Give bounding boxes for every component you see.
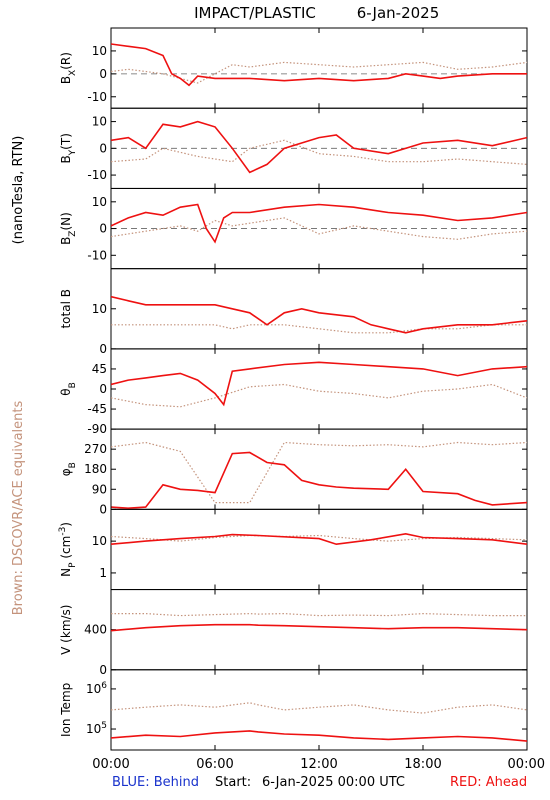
series-ahead-theta <box>111 361 527 407</box>
y-axis-label-v: V (km/s) <box>59 605 73 655</box>
panel-bx: 10 0 -10 BX(R) <box>59 27 528 109</box>
panel-theta: 45 0 -45 -90 θB <box>59 348 528 436</box>
y-axis-label-np: NP (cm-3) <box>58 522 78 577</box>
footer-start-label: Start: <box>215 775 251 790</box>
y-tick-label: 45 <box>92 362 107 376</box>
series-ahead-btot <box>111 295 527 334</box>
series-ahead-v <box>111 623 527 632</box>
y-tick-label: 180 <box>84 462 107 476</box>
y-tick-label: 0 <box>99 222 107 236</box>
y-tick-label: -45 <box>87 402 107 416</box>
series-ahead-bz <box>111 203 527 244</box>
legend-behind: BLUE: Behind <box>112 775 199 790</box>
panel-frame <box>110 669 528 751</box>
y-tick-label: 0 <box>99 141 107 155</box>
series-brown-by <box>111 139 527 165</box>
x-tick-label: 00:00 <box>508 757 545 772</box>
mag-units-label: (nanoTesla, RTN) <box>11 136 26 245</box>
x-tick-label: 00:00 <box>92 757 129 772</box>
y-axis-label-by: BY(T) <box>59 133 78 163</box>
series-brown-np <box>111 534 527 542</box>
series-brown-phi <box>111 441 527 504</box>
panel-frame <box>110 348 528 430</box>
series-brown-btot <box>111 324 527 334</box>
series-brown-theta <box>111 383 527 408</box>
x-tick-label: 12:00 <box>300 757 337 772</box>
y-tick-label: 105 <box>86 721 107 736</box>
y-tick-label: 270 <box>84 442 107 456</box>
y-axis-label-bz: BZ(N) <box>59 212 78 245</box>
panel-frame <box>110 428 528 510</box>
series-brown-v <box>111 612 527 617</box>
x-tick-label: 06:00 <box>196 757 233 772</box>
series-ahead-np <box>111 532 527 546</box>
chart-title: IMPACT/PLASTIC <box>194 4 316 22</box>
y-tick-label: 1 <box>99 566 107 580</box>
y-tick-label: -10 <box>87 248 107 262</box>
chart-date: 6-Jan-2025 <box>357 4 440 22</box>
series-ahead-by <box>111 120 527 174</box>
panel-frame <box>110 27 528 109</box>
y-tick-label: 106 <box>86 681 107 696</box>
panel-frame <box>110 268 528 350</box>
y-tick-label: 10 <box>92 534 107 548</box>
panel-phi: 270 180 90 0 φB <box>59 428 528 516</box>
series-brown-bz <box>111 217 527 240</box>
panel-frame <box>110 589 528 671</box>
y-tick-label: 10 <box>92 302 107 316</box>
y-tick-label: 400 <box>84 623 107 637</box>
y-tick-label: 90 <box>92 482 107 496</box>
series-brown-bx <box>111 61 527 84</box>
y-tick-label: 0 <box>99 342 107 356</box>
y-axis-label-phi: φB <box>59 462 78 476</box>
y-tick-label: 0 <box>99 502 107 516</box>
panel-group: 100-10BX(R)100-10BY(T)100-10BZ(N)100tota… <box>58 27 528 751</box>
y-tick-label: 10 <box>92 44 107 58</box>
y-tick-label: -90 <box>87 422 107 436</box>
y-axis-label-btot: total B <box>59 289 73 329</box>
series-ahead-temp <box>111 730 527 742</box>
panel-v: 400 0 V (km/s) <box>59 589 528 677</box>
y-axis-label-theta: θB <box>59 382 78 396</box>
series-brown-temp <box>111 702 527 714</box>
y-tick-label: 10 <box>92 115 107 129</box>
y-tick-label: 0 <box>99 382 107 396</box>
y-tick-label: 10 <box>92 195 107 209</box>
series-ahead-bx <box>111 43 527 87</box>
panel-btot: 10 0 total B <box>59 268 528 356</box>
x-tick-labels: 00:00 06:00 12:00 18:00 00:00 <box>92 757 545 772</box>
panel-bz: 10 0 -10 BZ(N) <box>59 187 528 270</box>
panel-frame <box>110 508 528 591</box>
y-axis-label-bx: BX(R) <box>59 52 78 84</box>
panel-by: 10 0 -10 BY(T) <box>59 107 528 189</box>
panel-temp: 106 105 Ion Temp <box>59 669 528 751</box>
series-ahead-phi <box>111 451 527 510</box>
legend-ahead: RED: Ahead <box>450 775 527 790</box>
brown-note-label: Brown: DSCOVR/ACE equivalents <box>11 401 26 616</box>
y-tick-label: -10 <box>87 168 107 182</box>
y-tick-label: -10 <box>87 90 107 104</box>
y-tick-label: 0 <box>99 67 107 81</box>
panel-np: 10 1 NP (cm-3) <box>58 508 528 591</box>
footer-start-value: 6-Jan-2025 00:00 UTC <box>262 775 405 790</box>
y-axis-label-temp: Ion Temp <box>59 683 73 737</box>
y-tick-label: 0 <box>99 663 107 677</box>
x-tick-label: 18:00 <box>404 757 441 772</box>
